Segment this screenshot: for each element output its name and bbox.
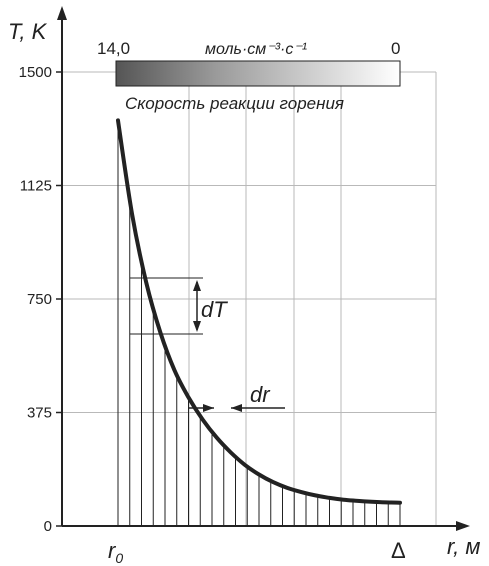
dr-annotation: dr	[188, 382, 285, 412]
colorbar-units: моль·см⁻³·с⁻¹	[205, 41, 307, 58]
x-tick-r0-main: r	[108, 538, 117, 563]
dT-annotation: dT	[130, 277, 228, 335]
dT-label: dT	[201, 297, 228, 322]
colorbar	[115, 60, 401, 87]
y-tick-label: 0	[44, 518, 52, 535]
y-axis-label: T, K	[8, 19, 48, 44]
x-axis-label: r, м	[447, 534, 480, 559]
colorbar-min-label: 14,0	[97, 39, 130, 58]
colorbar-max-label: 0	[391, 39, 400, 58]
y-axis-arrow	[57, 6, 67, 20]
x-tick-delta: Δ	[391, 538, 406, 563]
y-ticks: 0 375 750 1125 1500	[19, 64, 62, 535]
y-tick-label: 1125	[20, 178, 52, 195]
dr-label: dr	[250, 382, 271, 407]
y-tick-label: 375	[27, 405, 52, 422]
temperature-curve	[116, 118, 402, 505]
x-axis-arrow	[456, 521, 470, 531]
x-tick-r0: r0	[108, 538, 123, 566]
y-tick-label: 1500	[19, 64, 52, 81]
y-tick-label: 750	[27, 291, 52, 308]
x-tick-r0-sub: 0	[115, 550, 123, 566]
hatch-lines	[117, 120, 401, 526]
colorbar-caption: Скорость реакции горения	[125, 94, 344, 113]
